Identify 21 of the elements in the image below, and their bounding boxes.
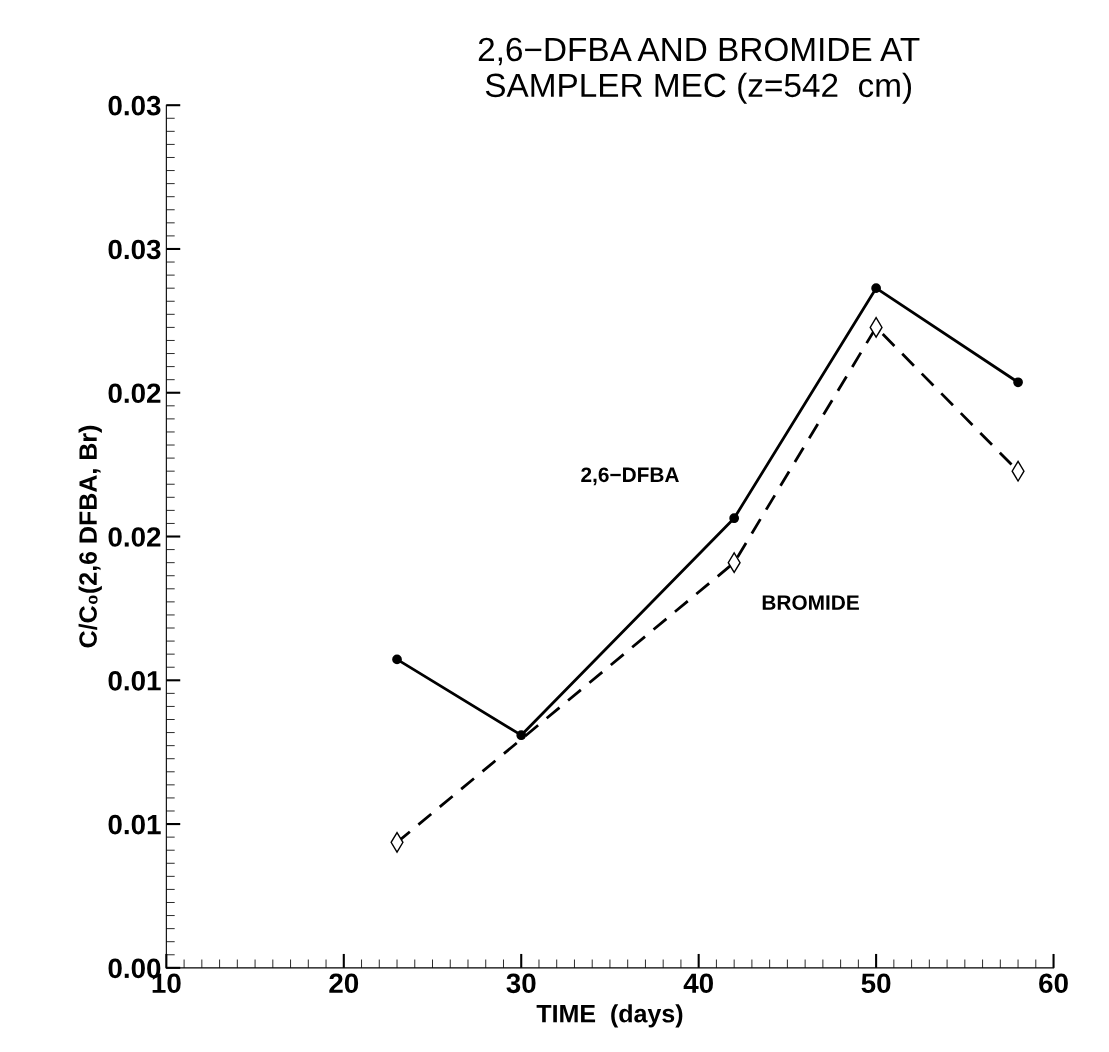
y-axis-title: C/C₀(2,6 DFBA, Br) <box>78 425 102 648</box>
point <box>516 730 527 741</box>
point <box>392 654 402 665</box>
y-tick-label: 0.03 <box>108 239 161 260</box>
y-tick-label: 0.01 <box>108 814 161 835</box>
y-tick-label: 0.01 <box>108 670 161 691</box>
x-axis-title: TIME (days) <box>536 1004 683 1028</box>
x-tick-label: 60 <box>1039 973 1068 994</box>
series-label: BROMIDE <box>762 595 859 610</box>
y-tick-label: 0.03 <box>108 95 161 116</box>
chart-title: 2,6−DFBA AND BROMIDE AT SAMPLER MEC (z=542 cm) <box>478 37 920 104</box>
point <box>871 283 881 294</box>
x-tick-label: 40 <box>683 973 713 994</box>
point <box>729 513 740 524</box>
x-tick-label: 20 <box>329 973 359 994</box>
text: 2,6−DFBA <box>581 467 679 486</box>
y-tick-label: 0.02 <box>108 527 161 547</box>
point <box>1013 377 1023 388</box>
x-tick-label: 50 <box>861 973 891 994</box>
x-tick-label: 30 <box>506 973 536 994</box>
y-tick-label: 0.02 <box>108 383 161 404</box>
